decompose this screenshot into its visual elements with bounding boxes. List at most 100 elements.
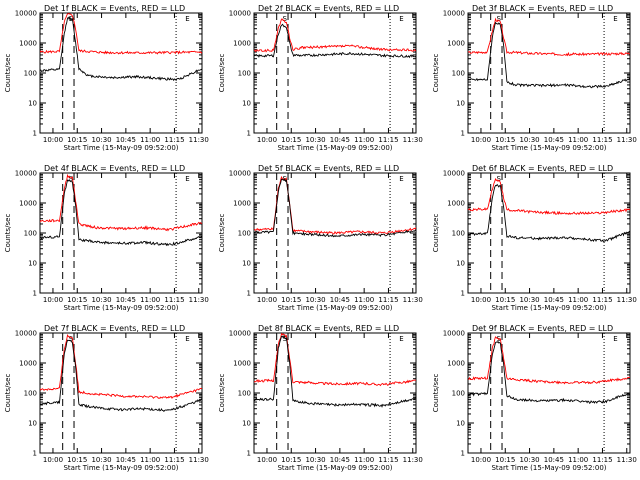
x-tick-label: 11:30 <box>403 136 423 144</box>
x-tick-label: 11:15 <box>592 136 612 144</box>
marker-label-s: S <box>69 175 74 183</box>
x-tick-label: 10:45 <box>544 136 564 144</box>
x-tick-label: 10:30 <box>305 296 325 304</box>
x-axis-label: Start Time (15-May-09 09:52:00) <box>63 144 178 152</box>
x-tick-label: 11:30 <box>403 296 423 304</box>
x-axis-label: Start Time (15-May-09 09:52:00) <box>491 464 606 472</box>
y-tick-label: 100 <box>24 230 37 238</box>
x-tick-label: 10:15 <box>495 136 515 144</box>
y-tick-label: 1000 <box>233 40 251 48</box>
series-line-events <box>40 178 202 247</box>
series-line-events <box>468 183 630 243</box>
x-tick-label: 10:45 <box>544 296 564 304</box>
y-tick-label: 1000 <box>19 360 37 368</box>
y-tick-label: 100 <box>24 70 37 78</box>
y-tick-label: 10 <box>242 260 251 268</box>
y-axis-label: Counts/sec <box>4 54 12 93</box>
marker-label-s: S <box>497 15 502 23</box>
detector-panel-9: Det 9f BLACK = Events, RED = LLD 1 10 100 10… <box>432 324 637 472</box>
panel-title: Det 1f BLACK = Events, RED = LLD <box>44 4 185 13</box>
y-tick-label: 10000 <box>229 10 251 18</box>
marker-label-e: E <box>185 15 189 23</box>
series-line-events <box>468 21 630 89</box>
y-tick-label: 10 <box>456 260 465 268</box>
x-tick-label: 11:30 <box>189 296 209 304</box>
plot-frame <box>39 12 203 134</box>
y-axis-label: Counts/sec <box>4 374 12 413</box>
detector-panel-6: Det 6f BLACK = Events, RED = LLD 1 10 100 10… <box>432 164 637 312</box>
y-axis-label: Counts/sec <box>218 374 226 413</box>
x-tick-label: 11:00 <box>140 456 160 464</box>
x-tick-label: 11:30 <box>189 456 209 464</box>
y-tick-label: 100 <box>452 390 465 398</box>
y-axis-label: Counts/sec <box>4 214 12 253</box>
y-tick-label: 100 <box>452 70 465 78</box>
x-tick-label: 10:30 <box>305 136 325 144</box>
x-axis-label: Start Time (15-May-09 09:52:00) <box>63 464 178 472</box>
x-tick-label: 10:30 <box>91 456 111 464</box>
x-tick-label: 11:15 <box>164 456 184 464</box>
x-tick-label: 10:45 <box>116 136 136 144</box>
y-tick-label: 10 <box>28 260 37 268</box>
x-tick-label: 10:00 <box>471 296 491 304</box>
series-line-lld <box>254 175 416 235</box>
marker-label-s: S <box>69 15 74 23</box>
marker-label-e: E <box>399 15 403 23</box>
x-tick-label: 11:00 <box>140 296 160 304</box>
y-tick-label: 1 <box>461 290 465 298</box>
y-tick-label: 10 <box>242 420 251 428</box>
series-line-lld <box>254 18 416 53</box>
y-tick-label: 10000 <box>15 330 37 338</box>
marker-label-e: E <box>613 175 617 183</box>
x-axis-label: Start Time (15-May-09 09:52:00) <box>277 464 392 472</box>
y-tick-label: 1000 <box>233 200 251 208</box>
x-axis-label: Start Time (15-May-09 09:52:00) <box>277 304 392 312</box>
x-tick-label: 10:15 <box>67 456 87 464</box>
y-tick-label: 1000 <box>19 200 37 208</box>
series-line-events <box>254 23 416 59</box>
y-tick-label: 10000 <box>229 330 251 338</box>
panel-title: Det 2f BLACK = Events, RED = LLD <box>258 4 399 13</box>
panel-title: Det 5f BLACK = Events, RED = LLD <box>258 164 399 173</box>
y-tick-label: 10000 <box>15 10 37 18</box>
x-tick-label: 11:15 <box>378 136 398 144</box>
x-tick-label: 10:45 <box>116 456 136 464</box>
detector-panel-4: Det 4f BLACK = Events, RED = LLD 1 10 100 10… <box>4 164 209 312</box>
marker-label-e: E <box>185 175 189 183</box>
marker-label-s: S <box>283 335 288 343</box>
panel-title: Det 3f BLACK = Events, RED = LLD <box>472 4 613 13</box>
panel-title: Det 8f BLACK = Events, RED = LLD <box>258 324 399 333</box>
panel-title: Det 9f BLACK = Events, RED = LLD <box>472 324 613 333</box>
y-axis-label: Counts/sec <box>218 54 226 93</box>
x-tick-label: 11:15 <box>164 136 184 144</box>
x-tick-label: 10:45 <box>330 136 350 144</box>
series-line-lld <box>254 333 416 387</box>
marker-label-e: E <box>613 15 617 23</box>
x-tick-label: 10:30 <box>519 296 539 304</box>
x-tick-label: 11:00 <box>568 296 588 304</box>
y-tick-label: 10 <box>28 100 37 108</box>
x-tick-label: 10:30 <box>305 456 325 464</box>
x-tick-label: 10:45 <box>330 296 350 304</box>
x-tick-label: 10:15 <box>281 456 301 464</box>
marker-label-s: S <box>497 175 502 183</box>
marker-label-s: S <box>69 335 74 343</box>
y-tick-label: 1000 <box>233 360 251 368</box>
panel-title: Det 4f BLACK = Events, RED = LLD <box>44 164 185 173</box>
series-line-lld <box>40 173 202 232</box>
x-tick-label: 10:30 <box>91 296 111 304</box>
marker-label-e: E <box>185 335 189 343</box>
x-tick-label: 11:30 <box>617 456 637 464</box>
y-axis-label: Counts/sec <box>432 214 440 253</box>
y-tick-label: 10000 <box>443 170 465 178</box>
y-tick-label: 1 <box>33 290 37 298</box>
x-axis-label: Start Time (15-May-09 09:52:00) <box>491 144 606 152</box>
series-line-lld <box>468 336 630 385</box>
y-tick-label: 1000 <box>447 360 465 368</box>
x-tick-label: 10:15 <box>281 136 301 144</box>
marker-label-e: E <box>399 335 403 343</box>
y-tick-label: 10000 <box>229 170 251 178</box>
y-tick-label: 1000 <box>447 40 465 48</box>
x-axis-label: Start Time (15-May-09 09:52:00) <box>277 144 392 152</box>
y-tick-label: 100 <box>238 230 251 238</box>
